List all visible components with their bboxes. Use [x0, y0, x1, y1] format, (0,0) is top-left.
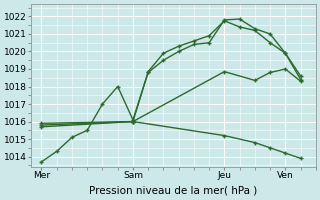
X-axis label: Pression niveau de la mer( hPa ): Pression niveau de la mer( hPa ): [90, 186, 258, 196]
